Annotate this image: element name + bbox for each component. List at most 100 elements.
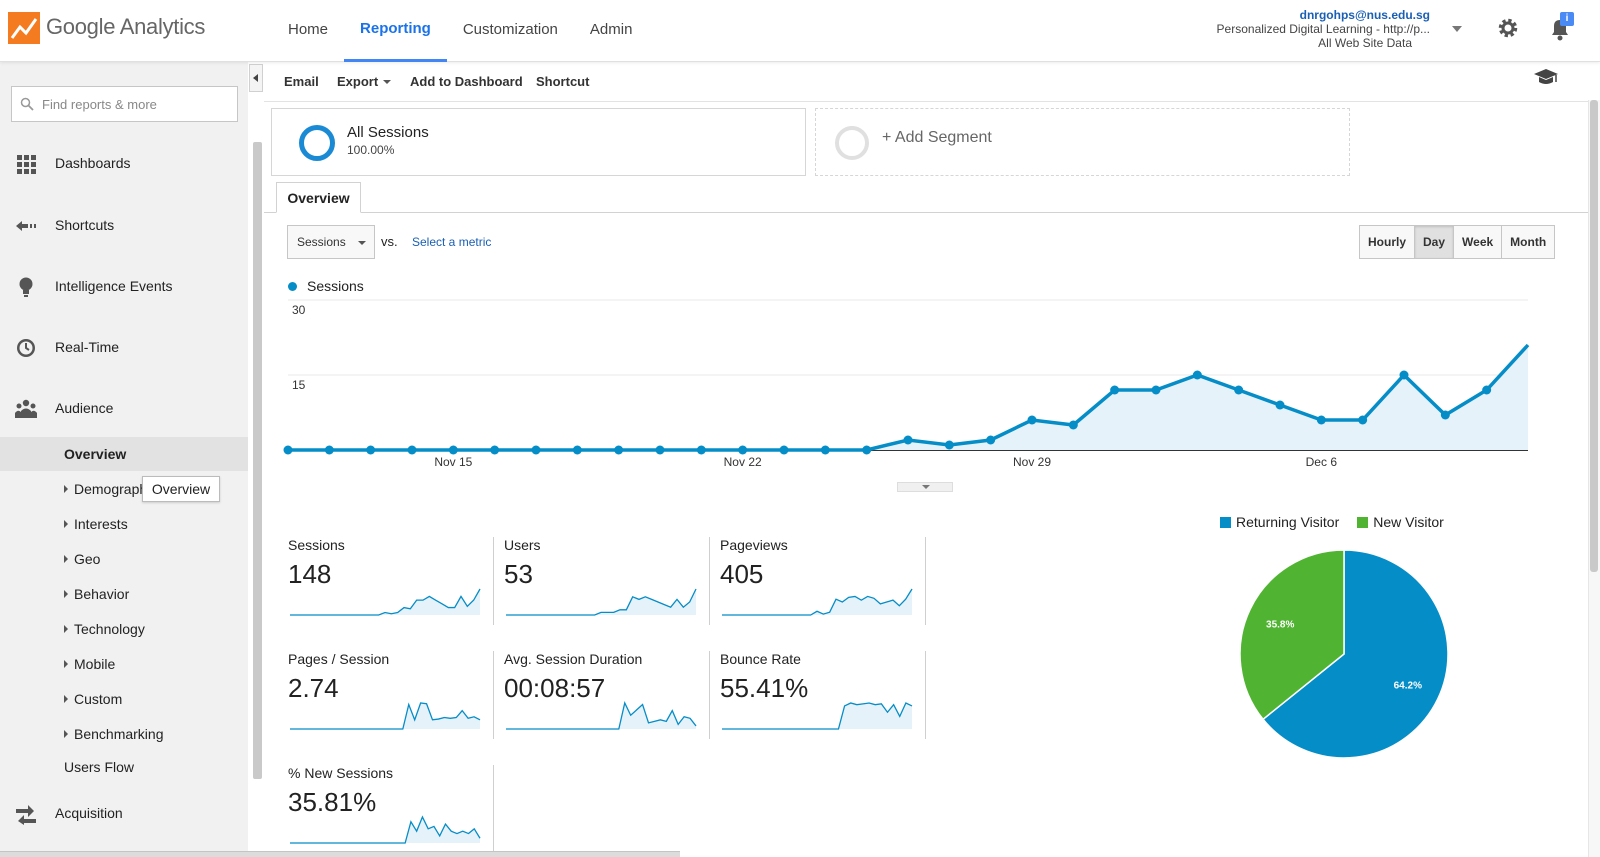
scorecard-sessions[interactable]: Sessions 148	[288, 537, 494, 625]
visitor-pie-chart[interactable]: 64.2% 35.8%	[1238, 548, 1450, 760]
segment-all-sessions[interactable]: All Sessions 100.00%	[271, 108, 806, 176]
logo-text[interactable]: Google Analytics	[46, 14, 206, 39]
analytics-logo-icon[interactable]	[8, 12, 40, 44]
add-to-dashboard-button[interactable]: Add to Dashboard	[410, 74, 523, 89]
data-point[interactable]	[655, 445, 665, 455]
vs-label: vs.	[381, 234, 398, 249]
data-point[interactable]	[1482, 385, 1492, 395]
sidebar-subitem-users-flow[interactable]: Users Flow	[64, 759, 135, 775]
day-button[interactable]: Day	[1414, 226, 1454, 258]
graduation-cap-icon[interactable]	[1533, 67, 1559, 87]
data-point[interactable]	[448, 445, 458, 455]
horizontal-scrollbar[interactable]	[0, 851, 680, 857]
data-point[interactable]	[366, 445, 376, 455]
data-point[interactable]	[324, 445, 334, 455]
pie-slice[interactable]	[1261, 549, 1449, 759]
data-point[interactable]	[1316, 415, 1326, 425]
collapse-sidebar-button[interactable]	[249, 64, 263, 92]
data-point[interactable]	[779, 445, 789, 455]
legend-new-visitor[interactable]: New Visitor	[1357, 514, 1444, 530]
scorecard-new-sessions[interactable]: % New Sessions 35.81%	[288, 765, 494, 853]
sidebar-subitem-custom[interactable]: Custom	[64, 691, 122, 707]
data-point[interactable]	[1275, 400, 1285, 410]
sparkline	[506, 588, 697, 616]
data-point[interactable]	[944, 440, 954, 450]
pie-slice[interactable]	[1239, 549, 1345, 721]
sidebar-subitem-interests[interactable]: Interests	[64, 516, 128, 532]
metric-select[interactable]: Sessions	[287, 225, 375, 259]
gear-icon[interactable]	[1496, 16, 1520, 40]
account-selector[interactable]: dnrgohps@nus.edu.sg Personalized Digital…	[1217, 8, 1430, 50]
scorecard-pageviews[interactable]: Pageviews 405	[720, 537, 926, 625]
data-point[interactable]	[1440, 410, 1450, 420]
scorecard-pages-per-session[interactable]: Pages / Session 2.74	[288, 651, 494, 739]
select-metric-link[interactable]: Select a metric	[412, 235, 492, 249]
nav-admin[interactable]: Admin	[589, 21, 633, 38]
data-point[interactable]	[572, 445, 582, 455]
data-point[interactable]	[986, 435, 996, 445]
data-point[interactable]	[1027, 415, 1037, 425]
segment-ring-icon	[299, 125, 335, 161]
data-point[interactable]	[1151, 385, 1161, 395]
sidebar-item-overview[interactable]: Overview	[0, 437, 248, 471]
week-button[interactable]: Week	[1453, 226, 1501, 258]
data-point[interactable]	[820, 445, 830, 455]
search-box[interactable]	[11, 86, 238, 122]
chart-resize-handle[interactable]	[897, 482, 953, 492]
email-button[interactable]: Email	[284, 74, 319, 89]
scorecard-users[interactable]: Users 53	[504, 537, 710, 625]
sidebar-item-shortcuts[interactable]: Shortcuts	[0, 206, 248, 246]
data-point[interactable]	[531, 445, 541, 455]
scorecard-title: % New Sessions	[288, 765, 394, 781]
sparkline-area	[290, 589, 480, 615]
data-point[interactable]	[1399, 370, 1409, 380]
page-scrollbar[interactable]	[1588, 100, 1600, 857]
sidebar-item-real-time[interactable]: Real-Time	[0, 328, 248, 368]
data-point[interactable]	[407, 445, 417, 455]
data-point[interactable]	[1192, 370, 1202, 380]
data-point[interactable]	[1110, 385, 1120, 395]
sidebar-item-intelligence-events[interactable]: Intelligence Events	[0, 267, 248, 307]
nav-reporting[interactable]: Reporting	[344, 0, 447, 62]
data-point[interactable]	[1358, 415, 1368, 425]
tab-overview[interactable]: Overview	[276, 182, 361, 213]
account-dropdown-icon[interactable]	[1452, 26, 1462, 32]
search-input[interactable]	[40, 88, 230, 120]
sidebar-item-dashboards[interactable]: Dashboards	[0, 144, 248, 184]
sidebar-scrollbar[interactable]	[253, 142, 262, 779]
scorecard-avg-session-duration[interactable]: Avg. Session Duration 00:08:57	[504, 651, 710, 739]
sidebar-item-acquisition[interactable]: Acquisition	[0, 794, 248, 834]
scorecard-title: Pageviews	[720, 537, 788, 553]
shortcut-button[interactable]: Shortcut	[536, 74, 590, 89]
data-point[interactable]	[862, 445, 872, 455]
data-point[interactable]	[283, 445, 293, 455]
export-button[interactable]: Export	[337, 74, 392, 89]
data-point[interactable]	[1234, 385, 1244, 395]
data-point[interactable]	[490, 445, 500, 455]
notification-badge[interactable]: i	[1560, 12, 1574, 26]
add-segment-button[interactable]: + Add Segment	[815, 108, 1350, 176]
data-point[interactable]	[696, 445, 706, 455]
data-point[interactable]	[614, 445, 624, 455]
action-bar: Email Export Add to Dashboard Shortcut	[264, 62, 1600, 102]
hourly-button[interactable]: Hourly	[1368, 235, 1407, 249]
data-point[interactable]	[903, 435, 913, 445]
sidebar-subitem-demographics[interactable]: Demographics	[64, 481, 164, 497]
page-scrollbar-thumb[interactable]	[1590, 100, 1598, 572]
sidebar-subitem-geo[interactable]: Geo	[64, 551, 100, 567]
data-point[interactable]	[738, 445, 748, 455]
data-point[interactable]	[1068, 420, 1078, 430]
sidebar-item-label: Dashboards	[55, 155, 131, 171]
sessions-line-chart[interactable]: 30 15 Nov 15 Nov 22 Nov 29 Dec 6	[283, 299, 1560, 475]
sidebar-subitem-mobile[interactable]: Mobile	[64, 656, 115, 672]
legend-returning-visitor[interactable]: Returning Visitor	[1220, 514, 1339, 530]
nav-customization[interactable]: Customization	[462, 21, 558, 38]
nav-home[interactable]: Home	[288, 21, 329, 38]
sidebar-subitem-benchmarking[interactable]: Benchmarking	[64, 726, 164, 742]
sidebar-item-audience[interactable]: Audience	[0, 389, 248, 429]
month-button[interactable]: Month	[1501, 226, 1554, 258]
sidebar-subitem-behavior[interactable]: Behavior	[64, 586, 129, 602]
scorecard-bounce-rate[interactable]: Bounce Rate 55.41%	[720, 651, 926, 739]
sidebar-subitem-technology[interactable]: Technology	[64, 621, 145, 637]
scorecard-value: 405	[720, 559, 764, 589]
